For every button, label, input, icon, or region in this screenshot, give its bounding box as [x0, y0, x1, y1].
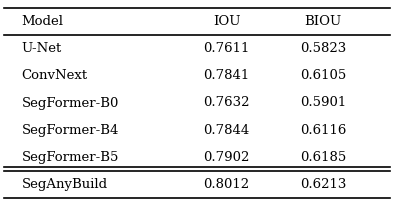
Text: 0.6105: 0.6105	[300, 69, 346, 82]
Text: 0.7844: 0.7844	[203, 124, 250, 137]
Text: 0.7841: 0.7841	[203, 69, 250, 82]
Text: SegFormer-B5: SegFormer-B5	[22, 151, 119, 164]
Text: SegFormer-B4: SegFormer-B4	[22, 124, 119, 137]
Text: 0.8012: 0.8012	[203, 178, 250, 191]
Text: 0.6185: 0.6185	[300, 151, 346, 164]
Text: IOU: IOU	[213, 15, 240, 28]
Text: ConvNext: ConvNext	[22, 69, 88, 82]
Text: 0.6116: 0.6116	[300, 124, 346, 137]
Text: U-Net: U-Net	[22, 42, 62, 55]
Text: 0.5823: 0.5823	[300, 42, 346, 55]
Text: 0.7611: 0.7611	[203, 42, 250, 55]
Text: BIOU: BIOU	[305, 15, 342, 28]
Text: Model: Model	[22, 15, 64, 28]
Text: SegAnyBuild: SegAnyBuild	[22, 178, 108, 191]
Text: SegFormer-B0: SegFormer-B0	[22, 96, 119, 110]
Text: 0.6213: 0.6213	[300, 178, 346, 191]
Text: 0.5901: 0.5901	[300, 96, 346, 110]
Text: 0.7902: 0.7902	[203, 151, 250, 164]
Text: 0.7632: 0.7632	[203, 96, 250, 110]
